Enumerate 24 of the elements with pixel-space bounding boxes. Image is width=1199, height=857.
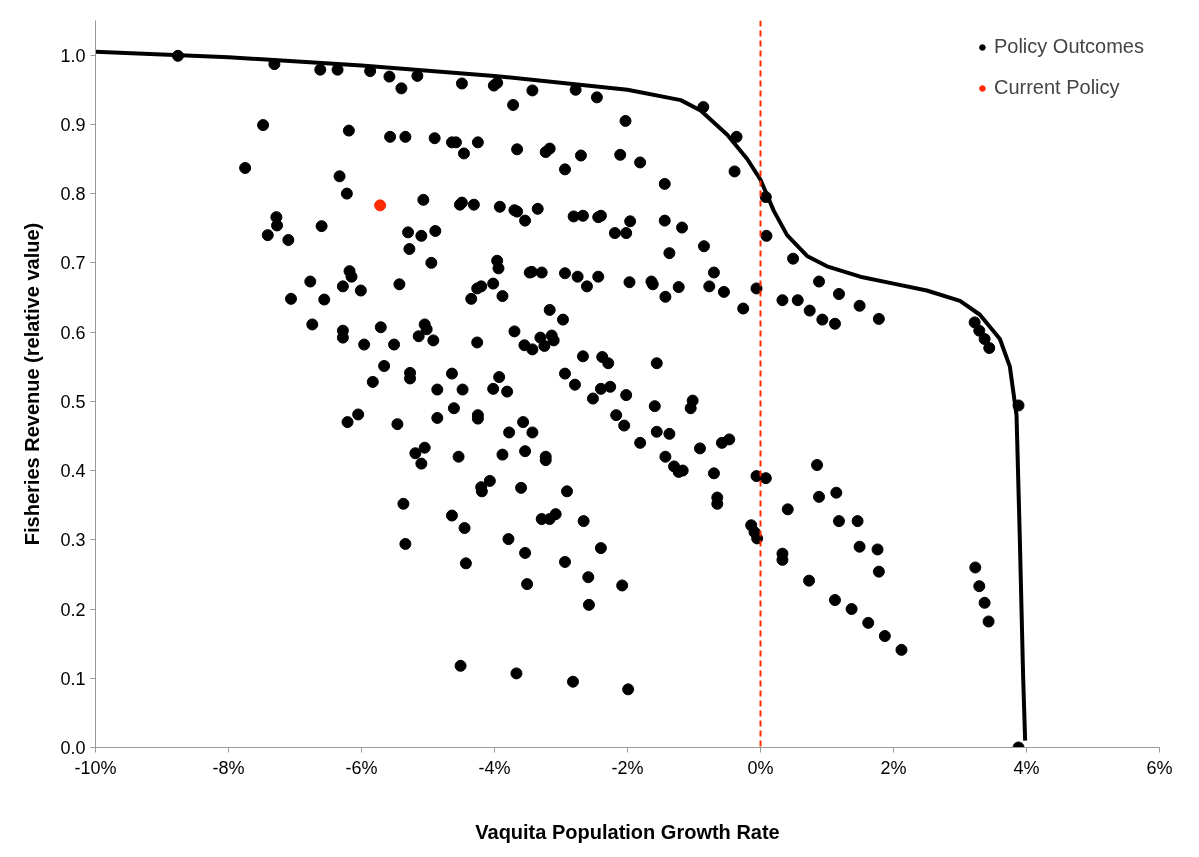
y-tick-label: 0.1 — [60, 668, 86, 689]
x-axis-title: Vaquita Population Growth Rate — [475, 820, 780, 843]
legend-label: Policy Outcomes — [993, 35, 1144, 58]
y-tick-label: 0.0 — [60, 738, 86, 758]
x-tick-label: 6% — [1146, 757, 1173, 778]
y-tick-label: 0.4 — [60, 461, 86, 482]
x-tick-label: -8% — [212, 757, 245, 778]
y-tick-label: 0.3 — [60, 530, 86, 551]
y-tick-label: 0.7 — [60, 253, 86, 274]
y-axis-title: Fisheries Revenue (relative value) — [21, 222, 44, 546]
y-tick-label: 0.5 — [60, 391, 86, 412]
x-tick-label: 0% — [747, 757, 774, 778]
x-tick-label: -2% — [611, 757, 644, 778]
x-tick-label: 4% — [1013, 757, 1040, 778]
x-tick-label: -6% — [345, 757, 378, 778]
x-tick-label: -10% — [74, 757, 117, 778]
y-tick-label: 0.8 — [60, 184, 86, 205]
x-tick-label: -4% — [478, 757, 511, 778]
y-tick-label: 0.9 — [60, 114, 86, 135]
y-tick-label: 0.2 — [60, 599, 86, 620]
y-tick-label: 0.6 — [60, 322, 86, 343]
y-tick-label: 1.0 — [60, 45, 86, 66]
x-tick-label: 2% — [880, 757, 907, 778]
legend-label: Current Policy — [993, 76, 1120, 99]
